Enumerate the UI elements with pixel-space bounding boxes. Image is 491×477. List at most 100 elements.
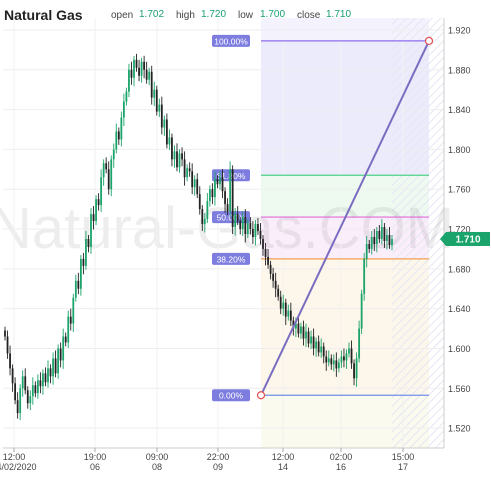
candle-body xyxy=(274,280,277,289)
y-tick-label: 1.720 xyxy=(448,225,471,235)
candle-body xyxy=(289,310,292,321)
candle-body xyxy=(302,326,305,339)
trend-line-segment[interactable] xyxy=(260,40,430,396)
candle-body xyxy=(52,358,54,377)
candle-body xyxy=(310,336,312,344)
candle-body xyxy=(246,223,249,234)
candle-body xyxy=(112,149,115,160)
y-tick-label: 1.880 xyxy=(448,65,471,75)
candle-body xyxy=(39,380,42,387)
candle-body xyxy=(375,231,378,244)
candle-body xyxy=(165,119,168,145)
trend-handle-start[interactable] xyxy=(256,391,266,400)
trend-handle-end[interactable] xyxy=(424,36,434,45)
chart-header: Natural Gas open 1.702 high 1.720 low 1.… xyxy=(0,0,491,30)
candle-body xyxy=(92,214,95,222)
candle-body xyxy=(193,179,196,188)
candle-body xyxy=(206,201,209,220)
candle-body xyxy=(49,368,52,377)
future-area xyxy=(392,18,444,448)
trend-line[interactable] xyxy=(256,36,434,400)
candle-body xyxy=(350,348,353,364)
candle-body xyxy=(231,169,234,228)
candle-body xyxy=(353,363,355,379)
candle-body xyxy=(14,383,17,401)
x-tick-date: 09 xyxy=(213,462,223,472)
candle-body xyxy=(16,400,19,414)
candle-body xyxy=(143,61,146,70)
candle-body xyxy=(107,169,110,190)
candle-body xyxy=(64,336,67,343)
y-tick-label: 1.920 xyxy=(448,25,471,35)
candle-body xyxy=(383,227,386,241)
candle-body xyxy=(373,236,376,244)
candle-body xyxy=(320,346,323,353)
candle-body xyxy=(62,336,65,361)
candle-body xyxy=(31,385,34,397)
x-tick-label: 12:00 xyxy=(272,452,295,462)
candle-body xyxy=(191,171,194,188)
low-label: low xyxy=(238,10,254,21)
candle-body xyxy=(370,236,373,249)
high-value: 1.720 xyxy=(201,9,227,20)
y-tick-label: 1.840 xyxy=(448,105,471,115)
candle-body xyxy=(133,59,135,78)
plot-background xyxy=(261,18,444,448)
candle-body xyxy=(348,348,350,354)
fib-label-badge xyxy=(212,389,250,402)
candle-body xyxy=(332,360,335,365)
y-tick-label: 1.680 xyxy=(448,264,471,274)
candle-body xyxy=(196,179,199,195)
candle-body xyxy=(4,330,6,337)
candle-body xyxy=(360,293,363,329)
candle-body xyxy=(168,137,171,145)
candle-body xyxy=(287,310,290,317)
candle-body xyxy=(87,238,90,247)
candle-body xyxy=(307,331,310,344)
candle-body xyxy=(300,326,302,334)
candle-body xyxy=(201,209,204,225)
fib-label-badge xyxy=(212,34,250,47)
candle-body xyxy=(67,316,70,343)
candle-body xyxy=(188,168,191,172)
candle-body xyxy=(294,323,297,329)
candle-body xyxy=(82,258,85,266)
candle-body xyxy=(135,59,138,68)
candle-body xyxy=(115,131,118,150)
y-tick-label: 1.600 xyxy=(448,344,471,354)
candle-body xyxy=(330,358,333,365)
x-tick-date: 08 xyxy=(152,462,162,472)
x-tick-date: 17 xyxy=(398,462,408,472)
candle-body xyxy=(211,189,214,198)
candle-body xyxy=(380,227,383,239)
x-tick-label: 02:00 xyxy=(330,452,353,462)
x-tick-date: 14 xyxy=(278,462,288,472)
grid xyxy=(3,18,444,448)
candle-body xyxy=(158,104,161,112)
x-tick-label: 19:00 xyxy=(84,452,107,462)
candle-body xyxy=(386,234,388,241)
candle-body xyxy=(355,358,358,379)
low-value: 1.700 xyxy=(260,9,286,20)
candle-body xyxy=(95,199,97,222)
candle-body xyxy=(254,224,257,237)
x-tick-date: 06 xyxy=(90,462,100,472)
close-label: close xyxy=(297,10,321,21)
candle-body xyxy=(391,238,393,245)
candle-body xyxy=(365,243,368,259)
candle-body xyxy=(178,153,181,168)
candle-body xyxy=(241,217,244,230)
candle-body xyxy=(79,258,82,289)
candle-body xyxy=(57,348,60,374)
candle-body xyxy=(21,376,24,389)
candle-body xyxy=(138,67,140,76)
candle-body xyxy=(117,131,120,140)
candle-body xyxy=(160,104,163,128)
candle-body xyxy=(264,248,267,257)
candle-body xyxy=(297,323,300,334)
candle-body xyxy=(85,238,87,266)
candle-body xyxy=(305,331,307,339)
candle-body xyxy=(54,358,57,374)
candle-body xyxy=(214,179,216,198)
